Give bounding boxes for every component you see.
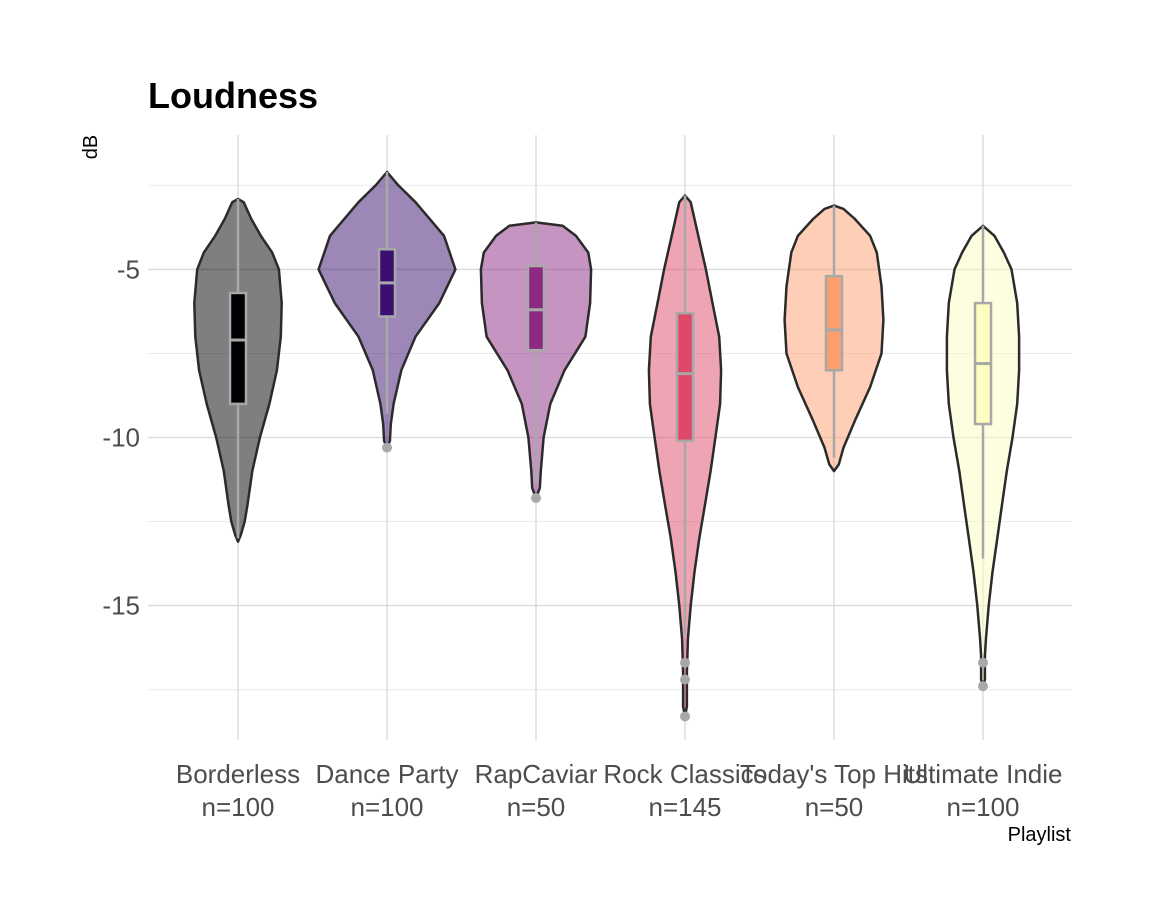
outlier-point bbox=[531, 493, 541, 503]
chart-title: Loudness bbox=[148, 75, 318, 116]
x-axis-title: Playlist bbox=[1008, 824, 1072, 846]
x-tick-label: Borderless bbox=[176, 759, 300, 789]
x-tick-label: Dance Party bbox=[315, 759, 458, 789]
violin-group bbox=[783, 204, 885, 473]
x-tick-count-label: n=145 bbox=[648, 792, 721, 822]
x-tick-label: Rock Classics bbox=[603, 759, 766, 789]
violin-group bbox=[647, 194, 723, 722]
outlier-point bbox=[978, 657, 988, 668]
violin-group bbox=[945, 224, 1021, 692]
grid-lines bbox=[148, 135, 1072, 740]
violin-group bbox=[479, 221, 593, 503]
x-tick-count-label: n=50 bbox=[507, 792, 566, 822]
outlier-point bbox=[680, 711, 690, 722]
violin-group bbox=[193, 197, 283, 543]
iqr-box bbox=[675, 311, 695, 443]
x-tick-label: RapCaviar bbox=[475, 759, 598, 789]
x-tick-label: Ultimate Indie bbox=[904, 759, 1063, 789]
iqr-box bbox=[526, 264, 546, 352]
x-tick-label: Today's Top Hits bbox=[740, 759, 928, 789]
y-tick-label: -15 bbox=[102, 591, 140, 621]
outlier-point bbox=[382, 442, 392, 453]
x-tick-count-label: n=100 bbox=[946, 792, 1019, 822]
x-tick-count-label: n=100 bbox=[201, 792, 274, 822]
outlier-point bbox=[680, 674, 690, 685]
y-tick-label: -10 bbox=[102, 423, 140, 453]
iqr-box bbox=[228, 291, 248, 406]
y-tick-label: -5 bbox=[117, 254, 140, 284]
y-tick-labels: -5 -10 -15 bbox=[102, 254, 140, 620]
outlier-point bbox=[978, 681, 988, 692]
x-tick-count-label: n=100 bbox=[350, 792, 423, 822]
violins bbox=[193, 170, 1021, 722]
iqr-box bbox=[824, 274, 844, 372]
outlier-point bbox=[680, 657, 690, 668]
violin-group bbox=[317, 170, 457, 453]
y-axis-title: dB bbox=[80, 135, 102, 159]
x-tick-count-label: n=50 bbox=[805, 792, 864, 822]
